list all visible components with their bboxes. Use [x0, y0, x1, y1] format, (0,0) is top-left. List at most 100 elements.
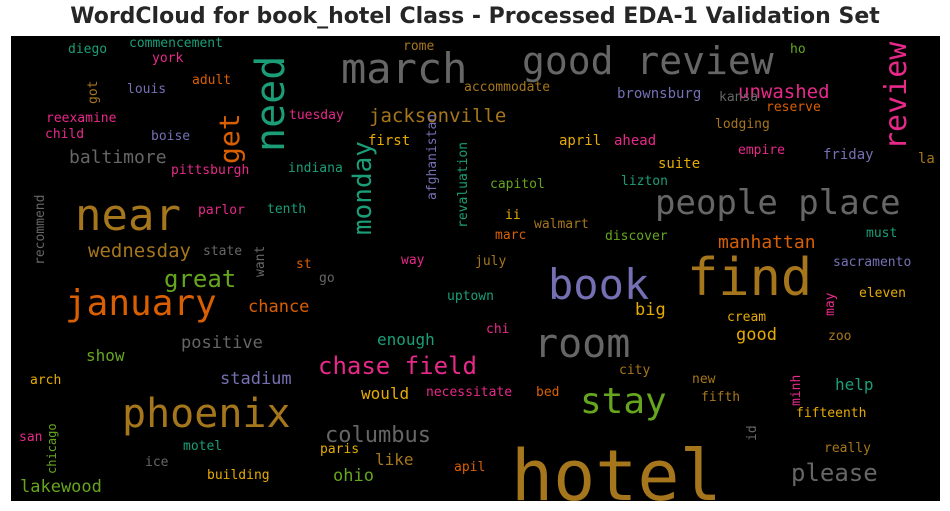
word-want: want: [253, 245, 268, 277]
word-big: big: [635, 300, 666, 320]
word-chi: chi: [486, 322, 510, 337]
word-st: st: [296, 257, 312, 272]
word-show: show: [86, 346, 125, 365]
word-must: must: [866, 226, 898, 241]
word-get: get: [213, 113, 246, 164]
word-find: find: [687, 248, 813, 308]
word-marc: marc: [495, 228, 527, 243]
word-building: building: [207, 468, 270, 483]
word-wednesday: wednesday: [88, 240, 191, 262]
word-ohio: ohio: [333, 466, 374, 486]
word-march: march: [341, 44, 468, 93]
word-ahead: ahead: [614, 133, 657, 149]
word-stay: stay: [580, 381, 667, 422]
word-book: book: [548, 260, 650, 309]
word-lizton: lizton: [621, 174, 668, 189]
word-stadium: stadium: [220, 369, 292, 389]
word-hotel: hotel: [511, 435, 722, 501]
word-april: april: [559, 133, 602, 149]
word-state: state: [203, 244, 243, 259]
word-kansa: kansa: [719, 90, 759, 105]
word-brownsburg: brownsburg: [617, 86, 702, 102]
word-unwashed: unwashed: [738, 81, 830, 103]
word-reexamine: reexamine: [46, 111, 117, 126]
word-cloud-canvas: hotel find book room near phoenix january march…: [11, 36, 940, 501]
word-lakewood: lakewood: [20, 477, 102, 497]
word-chicago: chicago: [45, 423, 59, 474]
word-ii: ii: [505, 208, 521, 223]
word-may: may: [823, 292, 838, 316]
word-baltimore: baltimore: [69, 147, 167, 168]
word-louis: louis: [127, 82, 167, 97]
word-friday: friday: [823, 147, 874, 163]
word-id: id: [745, 425, 760, 441]
word-boise: boise: [151, 129, 191, 144]
word-revaluation: revaluation: [456, 141, 471, 228]
word-monday: monday: [348, 141, 378, 235]
word-zoo: zoo: [828, 329, 852, 344]
word-fifth: fifth: [701, 390, 741, 405]
word-minh: minh: [789, 374, 804, 406]
word-york: york: [152, 51, 184, 66]
word-like: like: [375, 450, 414, 469]
word-indiana: indiana: [288, 161, 343, 176]
word-parlor: parlor: [198, 203, 245, 218]
word-got: got: [86, 80, 101, 104]
word-discover: discover: [605, 229, 668, 244]
word-necessitate: necessitate: [426, 385, 513, 400]
word-new: new: [692, 372, 716, 387]
word-diego: diego: [68, 42, 108, 57]
word-apil: apil: [454, 460, 486, 475]
word-eleven: eleven: [859, 286, 906, 301]
word-paris: paris: [320, 442, 360, 457]
word-lodging: lodging: [715, 117, 770, 132]
word-positive: positive: [181, 333, 263, 353]
word-empire: empire: [738, 143, 785, 158]
word-tenth: tenth: [267, 202, 307, 217]
word-city: city: [619, 363, 651, 378]
word-accommodate: accommodate: [464, 80, 551, 95]
word-ice: ice: [145, 455, 169, 470]
word-good-review: good review: [522, 39, 774, 83]
word-please: please: [791, 459, 878, 487]
word-sacramento: sacramento: [833, 255, 912, 270]
word-ho: ho: [790, 42, 806, 57]
word-enough: enough: [377, 330, 435, 349]
word-phoenix: phoenix: [122, 391, 291, 437]
word-san: san: [19, 430, 43, 445]
chart-title: WordCloud for book_hotel Class - Process…: [70, 4, 880, 29]
word-near: near: [75, 190, 181, 241]
word-child: child: [45, 127, 85, 142]
word-motel: motel: [183, 439, 223, 454]
word-pittsburgh: pittsburgh: [171, 163, 250, 178]
word-adult: adult: [192, 73, 232, 88]
word-cream: cream: [727, 310, 767, 325]
word-la: la: [918, 151, 935, 167]
word-commencement: commencement: [129, 36, 223, 51]
word-good: good: [736, 325, 777, 345]
word-first: first: [368, 133, 411, 149]
word-afghanistan: afghanistan: [425, 113, 440, 200]
word-chase-field: chase field: [318, 352, 477, 380]
word-really: really: [824, 441, 871, 456]
word-suite: suite: [658, 156, 701, 172]
word-go: go: [319, 271, 335, 286]
word-would: would: [361, 384, 410, 403]
word-recommend: recommend: [33, 194, 48, 265]
word-help: help: [835, 375, 874, 394]
word-capitol: capitol: [490, 177, 545, 192]
word-uptown: uptown: [447, 289, 494, 304]
word-need: need: [248, 55, 294, 152]
word-july: july: [475, 254, 507, 269]
word-rome: rome: [403, 39, 435, 54]
word-room: room: [534, 321, 631, 367]
word-chance: chance: [248, 297, 310, 317]
word-way: way: [401, 253, 425, 268]
word-tuesday: tuesday: [289, 108, 344, 123]
word-columbus: columbus: [325, 423, 431, 448]
word-reserve: reserve: [766, 100, 821, 115]
word-bed: bed: [536, 385, 560, 400]
word-manhattan: manhattan: [718, 232, 816, 253]
word-walmart: walmart: [534, 217, 589, 232]
word-people-place: people place: [655, 183, 901, 223]
